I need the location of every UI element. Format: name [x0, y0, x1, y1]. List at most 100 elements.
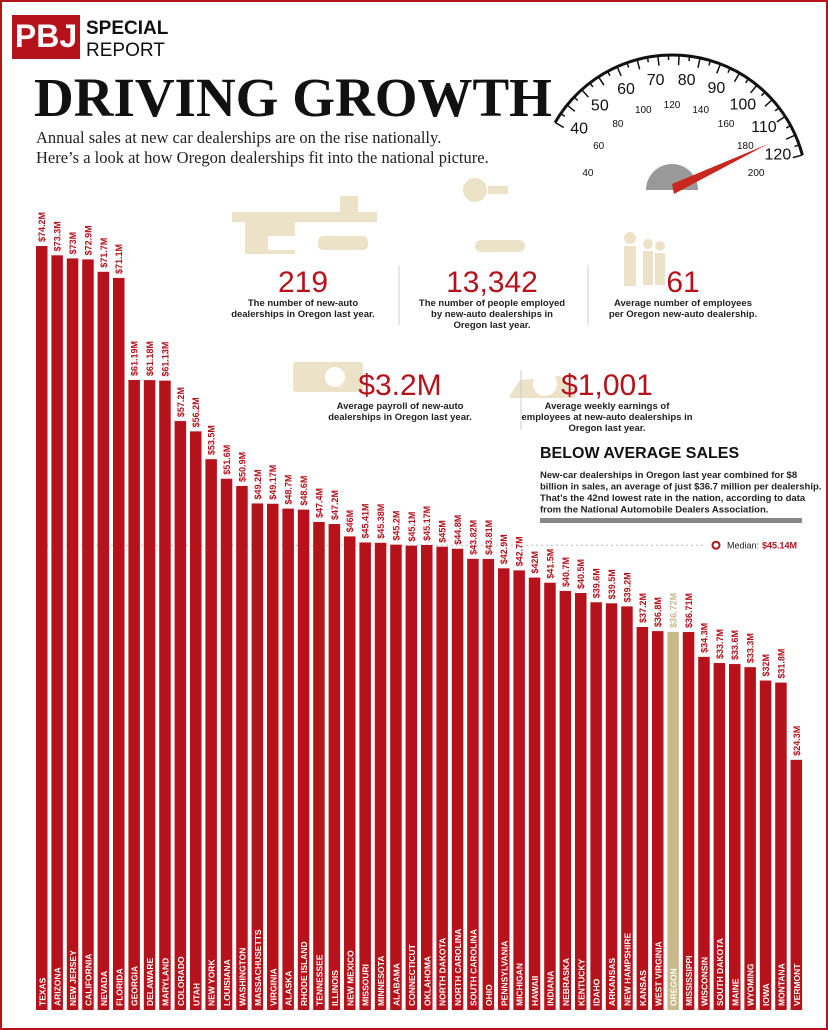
bar	[544, 582, 556, 1010]
bar	[220, 478, 233, 1011]
dial-label-inner: 200	[748, 168, 765, 179]
bar	[282, 508, 294, 1010]
category-label: ALABAMA	[391, 963, 401, 1006]
logo-box	[12, 15, 80, 59]
value-label: $43.82M	[468, 520, 478, 555]
category-label: NEW MEXICO	[345, 950, 355, 1006]
dial-needle	[672, 144, 768, 194]
category-label: RHODE ISLAND	[299, 941, 309, 1006]
stat-description: The number of people employed	[419, 298, 565, 309]
dial-tick	[616, 66, 622, 77]
dial-tick	[792, 154, 803, 159]
dial-label: 60	[617, 81, 635, 98]
category-label: INDIANA	[545, 971, 555, 1006]
dial-tick	[688, 56, 691, 62]
stat-value: 13,342	[446, 266, 538, 299]
dial-tick	[785, 134, 796, 140]
dial-tick	[750, 84, 758, 94]
notes: New-car dealerships in Oregon last year …	[540, 470, 821, 516]
value-label: $42.9M	[499, 534, 509, 564]
dial-tick	[554, 121, 565, 129]
bar	[128, 379, 140, 1010]
bar-chart: Median: $45.14M $74.2M TEXAS $73.3M ARIZONA $7…	[36, 212, 803, 1011]
dial-label-inner: 100	[635, 105, 652, 116]
value-label: $56.2M	[191, 397, 201, 427]
dial-tick	[785, 124, 791, 129]
value-label: $36.71M	[684, 593, 694, 628]
bar	[359, 542, 371, 1010]
value-label: $43.81M	[484, 520, 494, 555]
value-label: $39.2M	[622, 572, 632, 602]
value-label: $71.1M	[114, 244, 124, 274]
category-label: ILLINOIS	[330, 970, 340, 1006]
value-label: $61.18M	[145, 341, 155, 376]
dial-tick	[677, 55, 680, 66]
value-label: $47.4M	[314, 488, 324, 518]
dial-tick	[573, 96, 579, 102]
bar	[605, 603, 618, 1010]
stat-description: Oregon last year.	[453, 320, 530, 331]
stat-description: Average payroll of new-auto	[337, 401, 464, 412]
bar	[713, 663, 726, 1010]
value-label: $45M	[438, 520, 448, 543]
bar	[498, 568, 510, 1010]
bar	[159, 380, 171, 1011]
category-label: MAINE	[730, 978, 740, 1006]
category-label: ARKANSAS	[607, 958, 617, 1007]
category-label: SOUTH CAROLINA	[468, 929, 478, 1006]
value-label: $47.2M	[330, 490, 340, 520]
value-label: $37.2M	[638, 593, 648, 623]
notes-line: from the National Automobile Dealers Ass…	[540, 505, 768, 516]
separators	[398, 265, 589, 430]
value-label: $36.8M	[653, 597, 663, 627]
category-label: NEW YORK	[207, 959, 217, 1006]
value-label: $73M	[68, 232, 78, 255]
dial-tick	[589, 82, 594, 88]
bar	[236, 485, 248, 1010]
category-label: MARYLAND	[160, 958, 170, 1006]
bar	[205, 459, 217, 1011]
notes-line: New-car dealerships in Oregon last year …	[540, 470, 797, 481]
bar	[729, 664, 741, 1010]
value-label: $48.6M	[299, 476, 309, 506]
dial-label-inner: 60	[593, 141, 605, 152]
logo: PBJ	[15, 18, 77, 54]
value-label: $42.7M	[515, 536, 525, 566]
notes-title: BELOW AVERAGE SALES	[540, 445, 739, 462]
bar	[51, 255, 63, 1010]
value-label: $45.41M	[361, 503, 371, 538]
value-label: $50.9M	[237, 452, 247, 482]
bar	[66, 258, 79, 1010]
stat-value: 219	[278, 266, 328, 299]
dial-label: 100	[730, 96, 757, 113]
notes-rule	[540, 518, 802, 523]
bar	[652, 631, 664, 1010]
value-label: $45.17M	[422, 506, 432, 541]
stat-value: 61	[666, 266, 699, 299]
category-label: KENTUCKY	[576, 958, 586, 1006]
bar	[421, 544, 433, 1010]
value-label: $24.3M	[792, 726, 802, 756]
value-label: $42M	[530, 551, 540, 574]
bar	[559, 590, 572, 1010]
stat-description: Oregon last year.	[568, 423, 645, 434]
value-label: $53.5M	[207, 425, 217, 455]
bar	[344, 536, 356, 1010]
value-label: $51.6M	[222, 445, 232, 475]
bar	[405, 545, 418, 1010]
category-label: MISSOURI	[361, 964, 371, 1006]
subtitle: Annual sales at new car dealerships are …	[36, 128, 441, 147]
section-label: SPECIAL	[86, 18, 169, 39]
value-label: $74.2M	[37, 212, 47, 242]
value-label: $61.13M	[160, 342, 170, 377]
dial-tick	[776, 115, 786, 123]
value-label: $34.3M	[699, 623, 709, 653]
bar	[667, 631, 679, 1010]
value-label: $39.6M	[592, 568, 602, 598]
dial-label-inner: 140	[692, 105, 709, 116]
bar	[390, 544, 402, 1010]
stat-description: Average weekly earnings of	[545, 401, 671, 412]
dial-label: 40	[570, 120, 588, 137]
category-label: MICHIGAN	[515, 963, 525, 1006]
bar	[97, 271, 110, 1010]
